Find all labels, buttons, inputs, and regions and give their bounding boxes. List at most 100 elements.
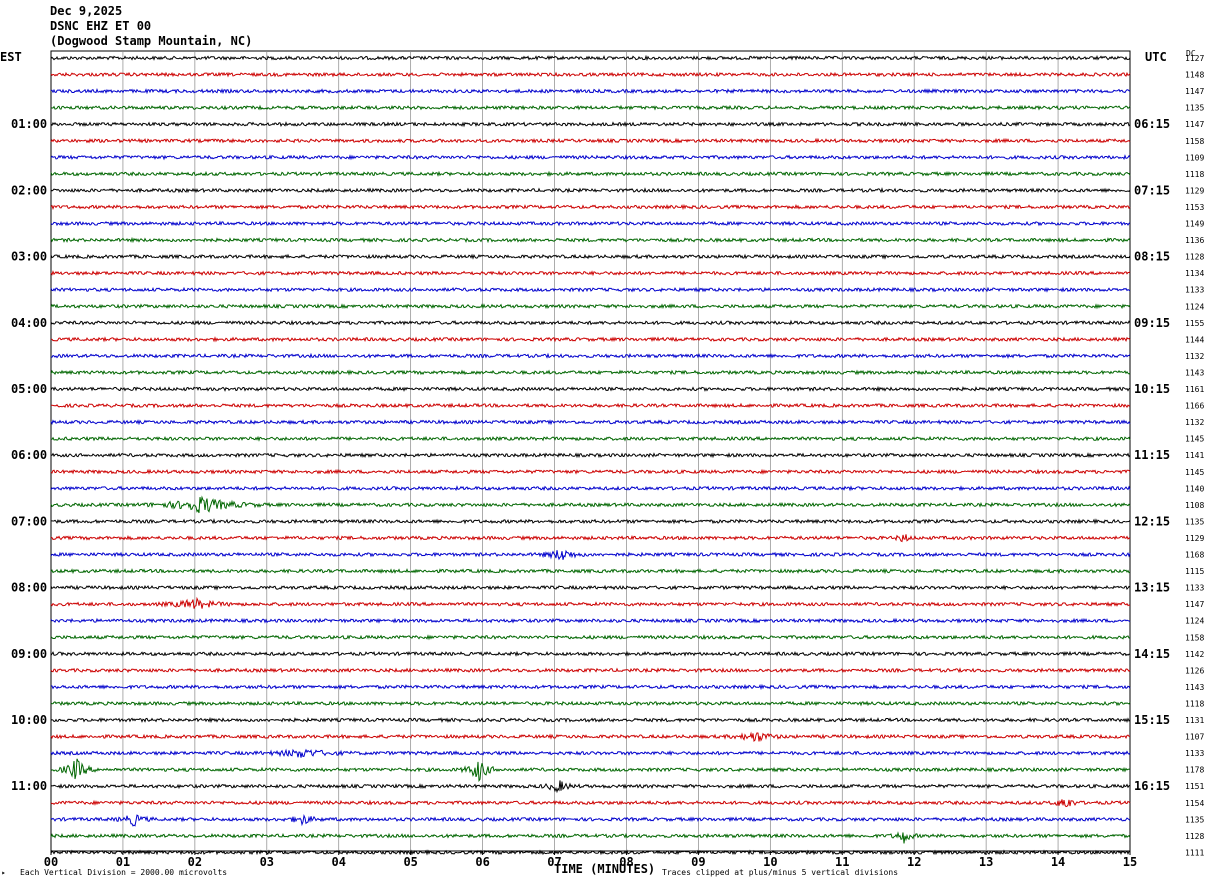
dc-value-label: 1135 <box>1185 517 1204 526</box>
x-tick-label: 00 <box>44 855 58 869</box>
dc-value-label: 1135 <box>1185 104 1204 113</box>
trace-line <box>50 286 1131 293</box>
est-time-label: 06:00 <box>11 448 47 462</box>
x-tick-label: 04 <box>332 855 346 869</box>
trace-line <box>50 270 1131 277</box>
est-time-label: 08:00 <box>11 581 47 595</box>
x-tick-label: 12 <box>907 855 921 869</box>
utc-time-label: 16:15 <box>1134 779 1170 793</box>
dc-value-label: 1115 <box>1185 567 1204 576</box>
dc-value-label: 1140 <box>1185 484 1204 493</box>
clip-note: Traces clipped at plus/minus 5 vertical … <box>662 868 899 877</box>
trace-line <box>50 369 1131 376</box>
dc-value-label: 1129 <box>1185 186 1204 195</box>
dc-value-label: 1107 <box>1185 733 1204 742</box>
dc-value-label: 1147 <box>1185 87 1204 96</box>
dc-value-label: 1143 <box>1185 368 1204 377</box>
est-time-label: 01:00 <box>11 117 47 131</box>
header-station: DSNC EHZ ET 00 <box>50 19 152 33</box>
dc-value-label: 1149 <box>1185 220 1204 229</box>
trace-line <box>50 495 1131 514</box>
trace-line <box>51 518 1131 525</box>
header-location: (Dogwood Stamp Mountain, NC) <box>50 34 253 48</box>
trace-line <box>50 534 1131 543</box>
dc-value-label: 1158 <box>1185 137 1204 146</box>
trace-line <box>50 799 1131 808</box>
dc-value-label: 1155 <box>1185 319 1204 328</box>
trace-line <box>50 634 1131 641</box>
dc-label: DC <box>1186 49 1196 58</box>
plot-frame <box>50 50 1131 852</box>
x-tick-label: 09 <box>691 855 705 869</box>
dc-value-label: 1144 <box>1185 335 1204 344</box>
est-time-label: 11:00 <box>11 779 47 793</box>
utc-time-label: 09:15 <box>1134 316 1170 330</box>
dc-value-label: 1178 <box>1185 766 1204 775</box>
dc-value-label: 1145 <box>1185 435 1204 444</box>
trace-line <box>50 780 1131 794</box>
x-tick-label: 05 <box>403 855 417 869</box>
trace-line <box>50 54 1131 62</box>
utc-time-label: 07:15 <box>1134 183 1170 197</box>
x-tick-label: 02 <box>188 855 202 869</box>
x-tick-label: 06 <box>475 855 489 869</box>
dc-value-label: 1133 <box>1185 584 1204 593</box>
x-tick-label: 10 <box>763 855 777 869</box>
trace-line <box>51 435 1131 442</box>
x-tick-label: 11 <box>835 855 849 869</box>
trace-line <box>50 385 1131 393</box>
trace-line <box>50 813 1131 827</box>
dc-value-label: 1118 <box>1185 170 1204 179</box>
est-label: EST <box>0 50 22 64</box>
x-tick-label: 08 <box>619 855 633 869</box>
trace-line <box>50 121 1131 128</box>
dc-value-label: 1166 <box>1185 402 1204 411</box>
dc-value-label: 1141 <box>1185 451 1204 460</box>
dc-value-label: 1118 <box>1185 699 1204 708</box>
dc-value-label: 1128 <box>1185 253 1204 262</box>
x-tick-label: 15 <box>1123 855 1137 869</box>
utc-time-label: 10:15 <box>1134 382 1170 396</box>
trace-line <box>50 71 1131 78</box>
est-time-label: 03:00 <box>11 250 47 264</box>
utc-time-label: 11:15 <box>1134 448 1170 462</box>
dc-value-label: 1132 <box>1185 418 1204 427</box>
trace-line <box>50 236 1131 244</box>
trace-line <box>50 549 1131 561</box>
utc-time-label: 13:15 <box>1134 581 1170 595</box>
trace-line <box>50 352 1131 360</box>
trace-line <box>50 650 1131 657</box>
utc-time-label: 08:15 <box>1134 250 1170 264</box>
dc-value-label: 1142 <box>1185 650 1204 659</box>
trace-line <box>50 154 1131 161</box>
dc-value-label: 1168 <box>1185 551 1204 560</box>
trace-line <box>50 584 1131 591</box>
dc-value-label: 1111 <box>1185 848 1204 857</box>
dc-value-label: 1143 <box>1185 683 1204 692</box>
x-tick-label: 07 <box>547 855 561 869</box>
scale-note: Each Vertical Division = 2000.00 microvo… <box>20 868 228 877</box>
trace-line <box>50 667 1131 674</box>
trace-line <box>50 253 1131 260</box>
trace-line <box>50 88 1131 95</box>
trace-line <box>50 596 1131 609</box>
trace-line <box>51 402 1131 409</box>
dc-value-label: 1124 <box>1185 302 1204 311</box>
dc-value-label: 1129 <box>1185 534 1204 543</box>
dc-value-label: 1109 <box>1185 153 1204 162</box>
dc-value-label: 1135 <box>1185 815 1204 824</box>
utc-time-label: 12:15 <box>1134 514 1170 528</box>
trace-line <box>50 419 1131 426</box>
trace-line <box>50 452 1131 459</box>
x-axis-title: TIME (MINUTES) <box>554 862 656 876</box>
dc-value-label: 1147 <box>1185 600 1204 609</box>
dc-value-label: 1145 <box>1185 468 1204 477</box>
trace-line <box>50 104 1131 111</box>
trace-line <box>50 336 1131 343</box>
x-tick-label: 03 <box>260 855 274 869</box>
dc-value-label: 1126 <box>1185 666 1204 675</box>
trace-line <box>50 468 1131 475</box>
dc-value-label: 1158 <box>1185 633 1204 642</box>
est-time-label: 04:00 <box>11 316 47 330</box>
